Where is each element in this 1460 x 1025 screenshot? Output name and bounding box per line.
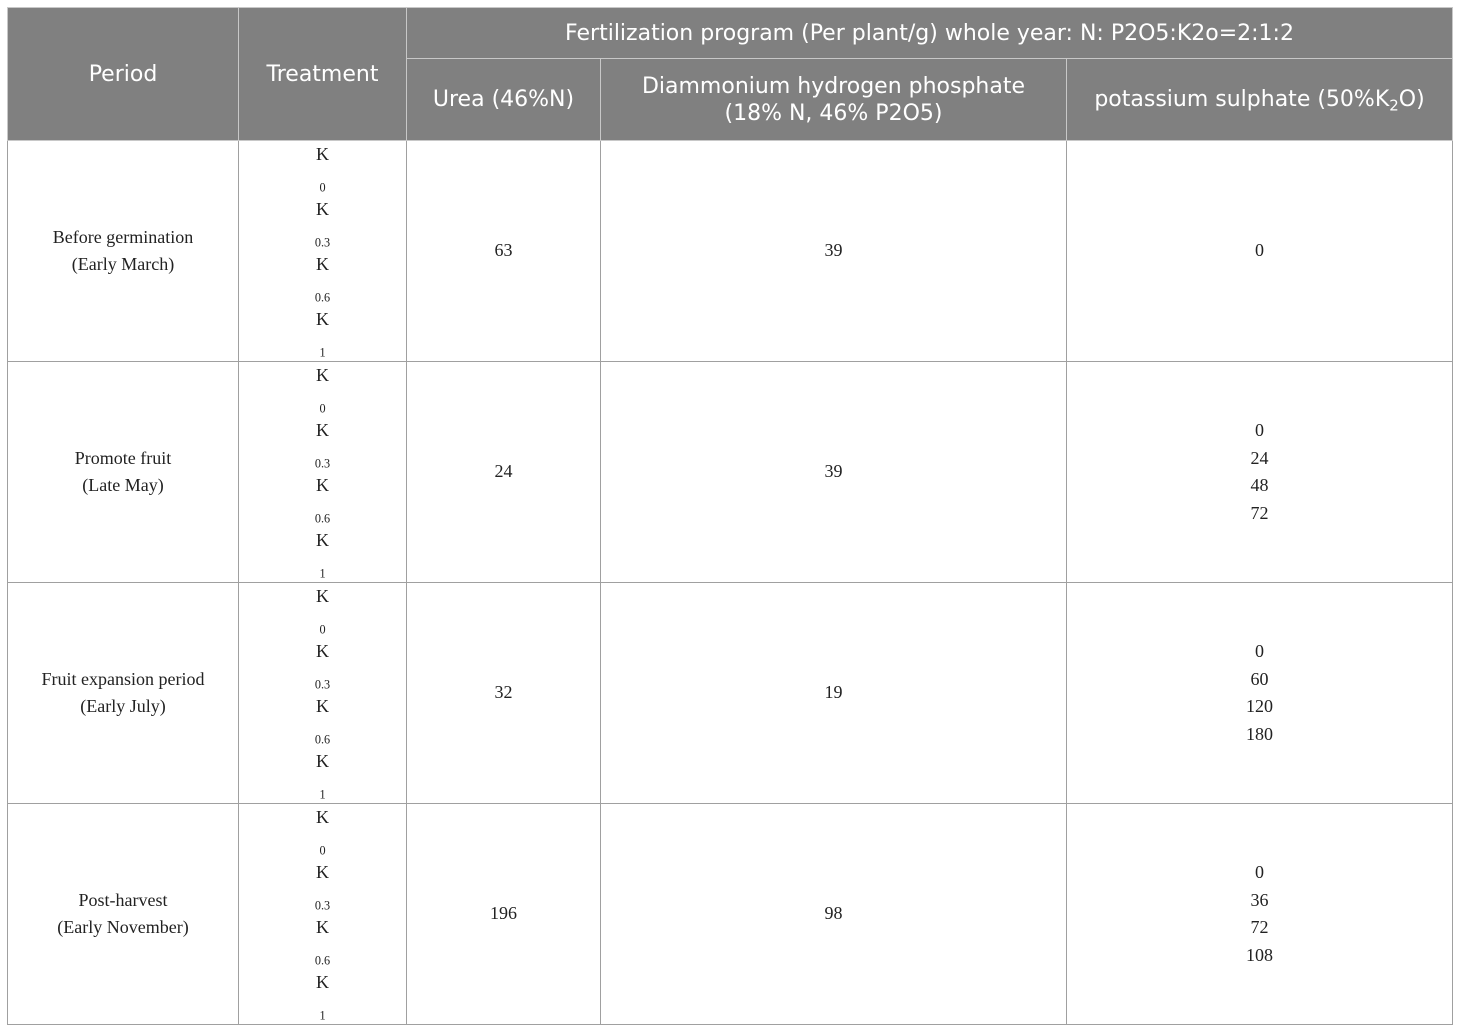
period-timing: (Early March) xyxy=(71,254,175,274)
period-name: Promote fruit xyxy=(74,447,172,468)
potassium-value: 0 xyxy=(1255,641,1264,661)
potassium-value: 60 xyxy=(1250,668,1269,689)
header-potassium-suffix: O) xyxy=(1398,87,1425,112)
potassium-value: 72 xyxy=(1250,502,1269,523)
potassium-value: 0 xyxy=(1255,862,1264,882)
period-cell: Fruit expansion period (Early July) xyxy=(7,582,239,804)
urea-value: 32 xyxy=(406,582,601,804)
dap-value: 19 xyxy=(600,582,1067,804)
urea-value: 24 xyxy=(406,361,601,583)
period-name: Before germination xyxy=(52,226,194,247)
potassium-value: 0 xyxy=(1255,420,1264,440)
treatment-label: K 0.3 xyxy=(314,862,331,913)
potassium-value: 24 xyxy=(1250,447,1269,468)
potassium-value: 180 xyxy=(1246,723,1273,744)
period-timing: (Early July) xyxy=(80,696,166,716)
treatment-label: K 0.6 xyxy=(314,917,331,968)
potassium-value: 36 xyxy=(1250,889,1269,910)
potassium-value: 72 xyxy=(1250,917,1269,937)
treatment-label: K 0.3 xyxy=(314,641,331,692)
potassium-cell: 0 36 72 108 xyxy=(1065,803,1454,1025)
header-potassium-prefix: potassium sulphate (50%K xyxy=(1094,87,1390,112)
header-urea: Urea (46%N) xyxy=(406,58,601,141)
treatment-label: K 0.6 xyxy=(314,475,331,526)
dap-value: 39 xyxy=(600,361,1067,583)
header-treatment: Treatment xyxy=(238,7,407,141)
header-dap-line2: (18% N, 46% P2O5) xyxy=(724,100,943,126)
header-diammonium-phosphate: Diammonium hydrogen phosphate (18% N, 46… xyxy=(600,58,1067,141)
dap-value: 98 xyxy=(600,803,1067,1025)
header-potassium-subscript: 2 xyxy=(1389,96,1399,115)
period-timing: (Late May) xyxy=(82,475,164,495)
header-potassium-sulphate: potassium sulphate (50%K2O) xyxy=(1065,58,1454,141)
period-name: Fruit expansion period xyxy=(41,668,205,689)
period-name: Post-harvest xyxy=(78,889,168,910)
urea-value: 196 xyxy=(406,803,601,1025)
treatment-label: K 0.6 xyxy=(314,696,331,747)
dap-value: 39 xyxy=(600,140,1067,362)
potassium-value: 48 xyxy=(1250,475,1269,495)
header-period: Period xyxy=(7,7,239,141)
fertilization-table: Period Treatment Fertilization program (… xyxy=(7,7,1454,1025)
treatment-label: K 0.6 xyxy=(314,254,331,305)
potassium-value: 108 xyxy=(1246,944,1273,965)
header-fertilization-program: Fertilization program (Per plant/g) whol… xyxy=(405,7,1454,59)
potassium-cell: 0 60 120 180 xyxy=(1065,582,1454,804)
urea-value: 63 xyxy=(406,140,601,362)
potassium-cell: 0 xyxy=(1065,140,1454,362)
period-cell: Promote fruit (Late May) xyxy=(7,361,239,583)
treatment-label: K 0.3 xyxy=(314,199,331,250)
period-cell: Before germination (Early March) xyxy=(7,140,239,362)
potassium-value: 0 xyxy=(1255,240,1264,261)
period-cell: Post-harvest (Early November) xyxy=(7,803,239,1025)
potassium-value: 120 xyxy=(1246,696,1273,716)
period-timing: (Early November) xyxy=(57,917,189,937)
header-dap-line1: Diammonium hydrogen phosphate xyxy=(641,73,1026,99)
fertilization-table-container: Period Treatment Fertilization program (… xyxy=(7,7,1454,1025)
potassium-cell: 0 24 48 72 xyxy=(1065,361,1454,583)
treatment-label: K 0.3 xyxy=(314,420,331,471)
